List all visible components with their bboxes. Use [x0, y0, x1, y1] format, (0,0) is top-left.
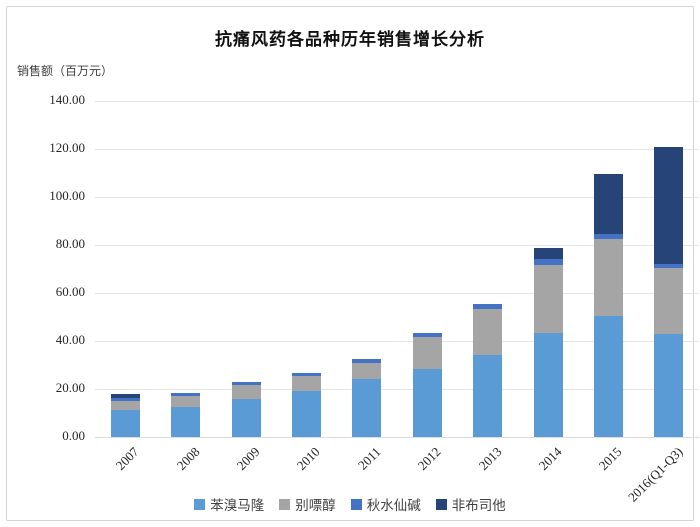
legend-item-allopurinol: 别嘌醇 [279, 494, 336, 514]
bar-segment-colchicine-2014 [533, 259, 563, 266]
bar-segment-febuxostat-2015 [593, 174, 623, 234]
bar-segment-benzbromarone-2007 [110, 409, 140, 437]
y-tick-label-80: 80.00 [55, 236, 85, 251]
bar-segment-febuxostat-2007 [110, 394, 140, 398]
bar-segment-allopurinol-2014 [533, 265, 563, 334]
bar-segment-allopurinol-2015 [593, 238, 623, 317]
plot-area [95, 100, 699, 438]
legend-swatch-febuxostat [435, 498, 447, 510]
gridline-140 [95, 100, 699, 102]
bar-segment-benzbromarone-2013 [473, 354, 503, 437]
legend-swatch-benzbromarone [194, 498, 206, 510]
y-tick-label-100: 100.00 [49, 188, 85, 203]
bar-segment-colchicine-2011 [352, 358, 382, 364]
bar-segment-allopurinol-2012 [412, 337, 442, 369]
chart-card: 抗痛风药各品种历年销售增长分析 销售额（百万元） 0.00 20.00 40.00 6… [6, 6, 699, 521]
bar-segment-allopurinol-2013 [473, 308, 503, 355]
bar-segment-colchicine-2009 [231, 382, 261, 386]
bar-segment-allopurinol-2016(Q1-Q3) [654, 268, 684, 335]
bar-segment-allopurinol-2011 [352, 363, 382, 380]
bar-segment-colchicine-2010 [291, 373, 321, 377]
bar-segment-colchicine-2007 [110, 397, 140, 401]
bar-segment-colchicine-2013 [473, 303, 503, 309]
legend-label-benzbromarone: 苯溴马隆 [210, 498, 265, 513]
gridline-40 [95, 340, 699, 342]
gridline-60 [95, 292, 699, 294]
bar-segment-benzbromarone-2011 [352, 379, 382, 437]
gridline-20 [95, 388, 699, 390]
gridline-120 [95, 148, 699, 150]
y-tick-label-20: 20.00 [55, 380, 85, 395]
bar-segment-febuxostat-2014 [533, 247, 563, 260]
bar-segment-allopurinol-2010 [291, 376, 321, 392]
bar-segment-benzbromarone-2016(Q1-Q3) [654, 334, 684, 437]
bar-segment-benzbromarone-2012 [412, 368, 442, 437]
bar-segment-benzbromarone-2015 [593, 316, 623, 437]
bar-segment-benzbromarone-2009 [231, 399, 261, 437]
legend-item-benzbromarone: 苯溴马隆 [194, 494, 264, 514]
bar-segment-allopurinol-2008 [171, 395, 201, 408]
bar-segment-colchicine-2015 [593, 233, 623, 239]
gridline-0 [95, 436, 699, 438]
bar-segment-colchicine-2008 [171, 392, 201, 396]
bar-segment-colchicine-2016(Q1-Q3) [654, 263, 684, 269]
legend-item-febuxostat: 非布司他 [435, 494, 506, 514]
bar-segment-benzbromarone-2014 [533, 333, 563, 437]
gridline-100 [95, 196, 699, 198]
bar-segment-benzbromarone-2010 [291, 391, 321, 437]
legend-item-colchicine: 秋水仙碱 [350, 494, 421, 514]
legend-label-allopurinol: 别嘌醇 [295, 498, 336, 513]
bar-segment-benzbromarone-2008 [171, 407, 201, 437]
bar-segment-allopurinol-2007 [110, 400, 140, 410]
legend-swatch-allopurinol [279, 498, 291, 510]
y-axis-title: 销售额（百万元） [17, 64, 114, 78]
legend-swatch-colchicine [350, 498, 362, 510]
y-tick-label-120: 120.00 [49, 140, 85, 155]
bar-segment-allopurinol-2009 [231, 385, 261, 400]
bar-segment-colchicine-2012 [412, 333, 442, 338]
legend-label-febuxostat: 非布司他 [451, 498, 506, 513]
bar-segment-febuxostat-2016(Q1-Q3) [654, 146, 684, 264]
legend: 苯溴马隆 别嘌醇 秋水仙碱 非布司他 [7, 494, 693, 514]
chart-title: 抗痛风药各品种历年销售增长分析 [215, 30, 485, 49]
gridline-80 [95, 244, 699, 246]
y-tick-label-40: 40.00 [55, 332, 85, 347]
y-tick-label-60: 60.00 [55, 284, 85, 299]
y-tick-label-140: 140.00 [49, 92, 85, 107]
legend-label-colchicine: 秋水仙碱 [366, 498, 421, 513]
y-tick-label-0: 0.00 [62, 428, 85, 443]
